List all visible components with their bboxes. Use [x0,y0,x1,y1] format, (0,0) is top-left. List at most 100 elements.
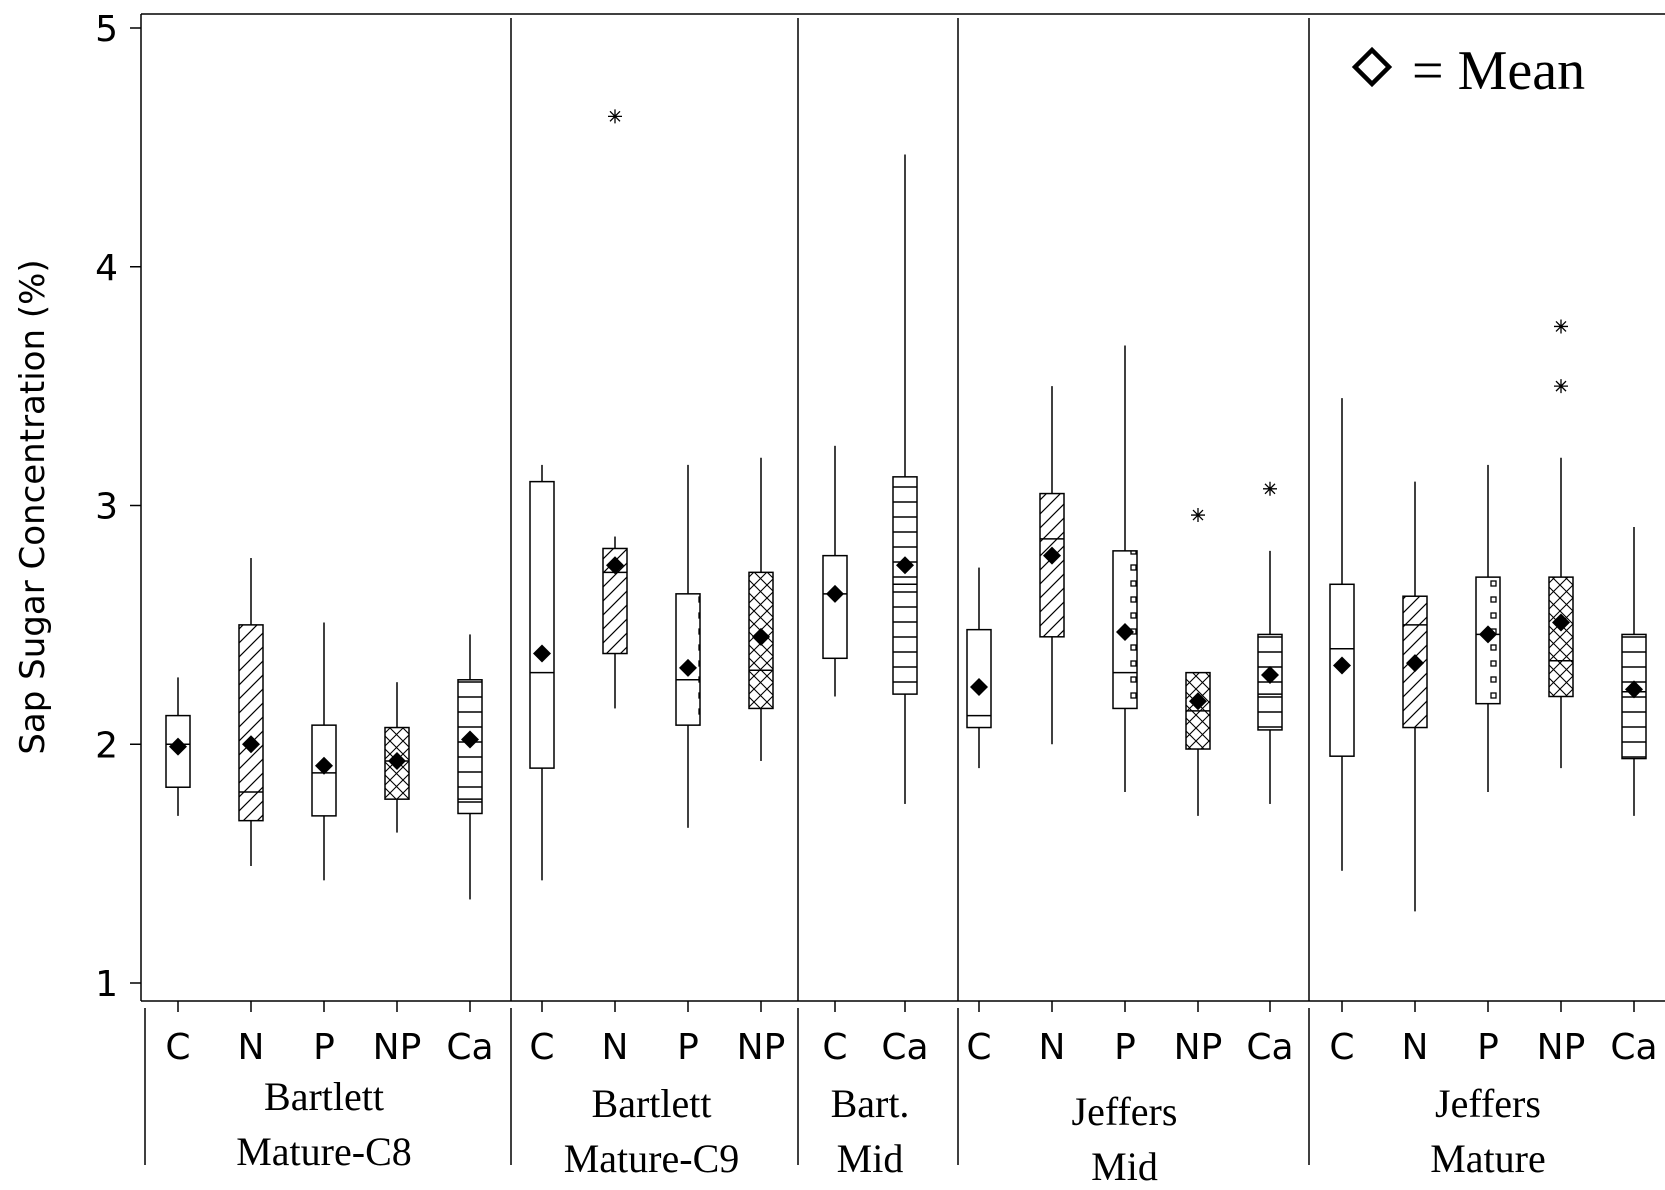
category-label: NP [1537,1027,1586,1068]
category-label: Ca [1610,1027,1657,1068]
box-plot-c [165,677,191,816]
box-plot-ca [1257,481,1283,804]
legend-mean-symbol-icon [1351,46,1393,88]
box-plot-p [675,464,701,828]
legend-text: = Mean [1412,40,1585,102]
outlier-marker [608,109,622,124]
legend: = Mean [1351,40,1585,102]
group-label-line: Bartlett [264,1074,384,1119]
mean-marker [169,737,187,756]
box-plot-ca [457,634,483,900]
category-label: P [1477,1027,1499,1068]
box-plot-p [1112,345,1138,792]
y-tick-label: 4 [95,248,118,289]
group-label-line: Jeffers [1072,1089,1178,1134]
y-tick-label: 1 [95,964,118,1005]
mean-marker [970,677,988,696]
box-plot-np [748,457,774,761]
group-label-line: Mature-C9 [564,1136,740,1181]
y-axis-title: Sap Sugar Concentration (%) [13,259,53,754]
category-label: C [1329,1027,1354,1068]
outlier-marker [1191,508,1205,523]
mean-marker [242,735,260,754]
box-plot-c [529,464,555,881]
group-label-line: Bart. [831,1081,910,1126]
category-labels: C N P NP Ca C N P NP C Ca C N P NP Ca C N P NP Ca [165,1001,1658,1068]
box-plot-np [1548,319,1574,769]
mean-marker [315,756,333,775]
category-label: C [529,1027,554,1068]
mean-marker [1116,623,1134,642]
box-iqr [529,480,555,769]
box-iqr [1039,492,1065,638]
mean-marker [1406,654,1424,673]
y-tick-label: 3 [95,487,118,528]
box-plot-n [238,558,264,867]
y-axis: 1 2 3 4 5 [95,9,141,1005]
category-label: P [1114,1027,1136,1068]
box-plot-ca [1621,526,1647,816]
category-label: NP [737,1027,786,1068]
outlier-marker [1263,481,1277,496]
box-plot-n [602,109,628,709]
category-label: C [165,1027,190,1068]
box-plot-n [1039,386,1065,745]
plot-frame [140,13,1665,1002]
mean-marker [896,556,914,575]
box-plot-ca [892,154,918,804]
y-tick-label: 5 [95,9,118,50]
box-plot-c [1329,398,1355,871]
category-label: N [1039,1027,1066,1068]
category-label: N [602,1027,629,1068]
category-label: P [313,1027,335,1068]
category-label: C [966,1027,991,1068]
outlier-marker [1554,319,1568,334]
box-plot-p [1475,464,1501,792]
box-iqr [822,554,848,660]
group-dividers [144,18,1310,1165]
box-iqr [1548,576,1574,698]
mean-marker [1261,666,1279,685]
category-label: P [677,1027,699,1068]
box-iqr [311,724,337,817]
group-labels: Bartlett Mature-C8 Bartlett Mature-C9 Bart. M… [236,1074,1546,1189]
mean-marker [1189,692,1207,711]
box-plot-c [822,445,848,697]
box-plot-np [384,682,410,833]
mean-marker [606,556,624,575]
mean-marker [1479,625,1497,644]
outlier-marker [1554,379,1568,394]
mean-marker [1625,680,1643,699]
y-tick-label: 2 [95,725,118,766]
category-label: Ca [446,1027,493,1068]
mean-marker [1333,656,1351,675]
group-label-line: Mid [1091,1144,1158,1189]
group-label-line: Mature [1430,1136,1546,1181]
category-label: NP [1174,1027,1223,1068]
box-plot-p [311,622,337,881]
box-iqr [238,624,264,822]
mean-marker [752,627,770,646]
mean-marker [1043,546,1061,565]
box-plot-np [1185,508,1211,816]
mean-marker [826,584,844,603]
group-label-line: Jeffers [1435,1081,1541,1126]
group-label-line: Mature-C8 [236,1129,412,1174]
category-label: C [822,1027,847,1068]
category-label: N [1402,1027,1429,1068]
category-label: NP [373,1027,422,1068]
box-iqr [892,476,918,695]
box-plot-n [1402,481,1428,912]
category-label: Ca [1246,1027,1293,1068]
category-label: N [238,1027,265,1068]
mean-marker [388,751,406,770]
group-label-line: Mid [837,1136,904,1181]
mean-marker [1552,613,1570,632]
category-label: Ca [881,1027,928,1068]
group-label-line: Bartlett [592,1081,712,1126]
mean-marker [461,730,479,749]
mean-marker [533,644,551,663]
boxes-layer [165,109,1647,912]
mean-marker [679,658,697,677]
